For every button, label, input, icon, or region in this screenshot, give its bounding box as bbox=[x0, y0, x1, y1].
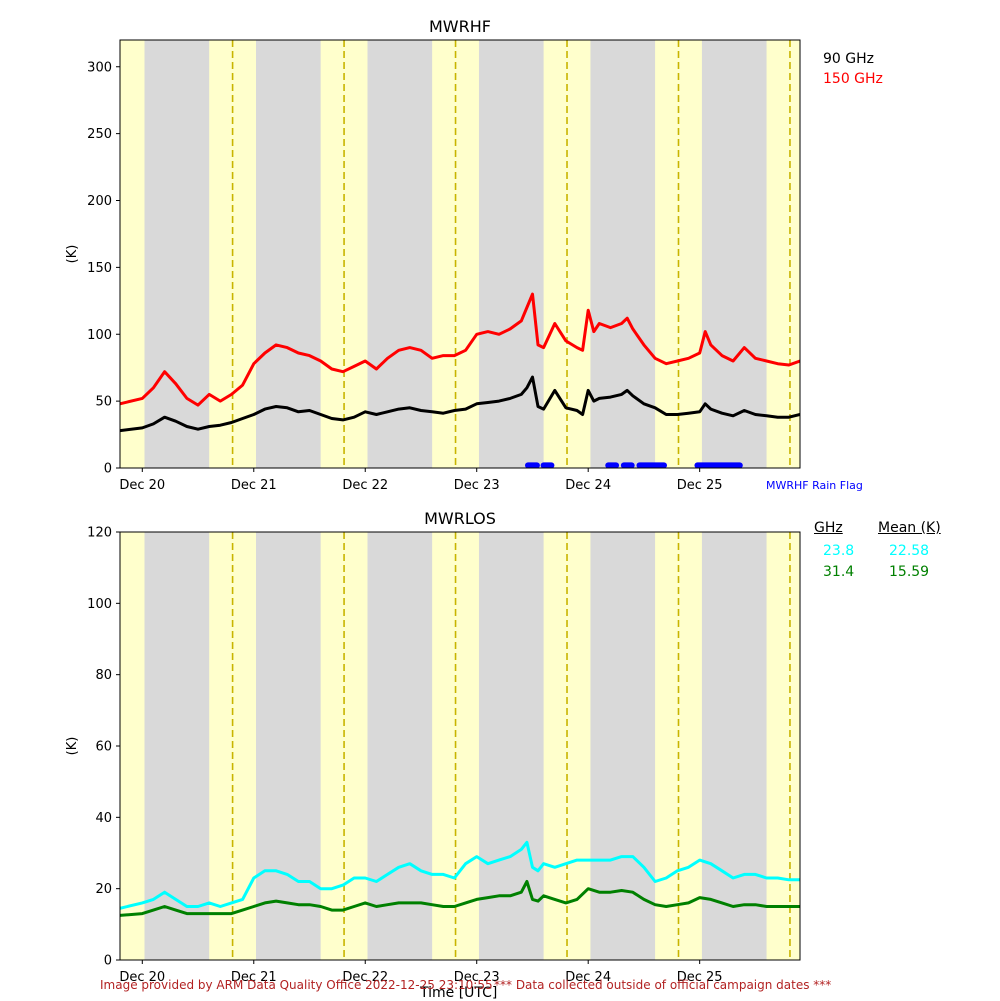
x-tick-label: Dec 23 bbox=[454, 478, 500, 493]
x-axis-label: Time [UTC] bbox=[420, 985, 498, 1001]
x-tick-label: Dec 21 bbox=[231, 970, 277, 985]
legend-freq-23-8: 23.8 bbox=[823, 543, 855, 559]
day-band bbox=[766, 40, 800, 468]
plot-frame bbox=[119, 39, 801, 469]
day-band bbox=[766, 532, 800, 960]
legend-150ghz: 150 GHz bbox=[823, 71, 883, 87]
day-band bbox=[120, 40, 145, 468]
y-axis-label: (K) bbox=[65, 737, 80, 756]
x-tick-label: Dec 24 bbox=[565, 970, 611, 985]
y-tick-label: 0 bbox=[104, 462, 112, 477]
y-tick-label: 300 bbox=[87, 60, 112, 75]
y-tick-label: 100 bbox=[87, 597, 112, 612]
x-tick-label: Dec 22 bbox=[342, 478, 388, 493]
y-tick-label: 40 bbox=[95, 811, 112, 826]
x-tick-label: Dec 25 bbox=[677, 970, 723, 985]
legend-header-mean: Mean (K) bbox=[878, 520, 941, 536]
y-tick-label: 60 bbox=[95, 740, 112, 755]
rain-flag-label: MWRHF Rain Flag bbox=[766, 479, 863, 492]
mwrhf-panel: 0 50 100 150 200 250 300 Dec 20 Dec 21 Dec 22 Dec … bbox=[65, 17, 801, 493]
y-tick-label: 50 bbox=[95, 395, 112, 410]
x-tick-label: Dec 22 bbox=[342, 970, 388, 985]
legend-header-ghz: GHz bbox=[814, 520, 843, 536]
footer-notice: *** Data collected outside of official c… bbox=[494, 978, 832, 992]
y-tick-label: 150 bbox=[87, 261, 112, 276]
y-tick-label: 80 bbox=[95, 668, 112, 683]
x-tick-label: Dec 20 bbox=[119, 970, 165, 985]
legend-90ghz: 90 GHz bbox=[823, 51, 874, 67]
x-tick-label: Dec 20 bbox=[119, 478, 165, 493]
y-tick-label: 0 bbox=[104, 954, 112, 969]
series-group bbox=[120, 292, 800, 468]
chart-title: MWRLOS bbox=[424, 509, 496, 528]
y-tick-label: 20 bbox=[95, 882, 112, 897]
series-line-31-4 bbox=[120, 880, 800, 917]
mwrlos-panel: 0 20 40 60 80 100 120 Dec 20 Dec 21 Dec 22 Dec 23 D… bbox=[65, 509, 801, 985]
series-line-150-ghz bbox=[120, 292, 800, 407]
x-tick-label: Dec 21 bbox=[231, 478, 277, 493]
y-tick-label: 200 bbox=[87, 194, 112, 209]
legend-mean-31-4: 15.59 bbox=[889, 564, 930, 580]
legend-mean-23-8: 22.58 bbox=[889, 543, 930, 559]
y-tick-label: 100 bbox=[87, 328, 112, 343]
chart-title: MWRHF bbox=[429, 17, 491, 36]
x-tick-label: Dec 24 bbox=[565, 478, 611, 493]
day-band bbox=[120, 532, 145, 960]
series-line-23-8 bbox=[120, 840, 800, 910]
series-line-90-ghz bbox=[120, 375, 800, 433]
legend-freq-31-4: 31.4 bbox=[823, 564, 855, 580]
footer-credit: Image provided by ARM Data Quality Offic… bbox=[100, 978, 493, 992]
x-tick-label: Dec 23 bbox=[454, 970, 500, 985]
y-tick-label: 250 bbox=[87, 127, 112, 142]
series-group bbox=[120, 840, 800, 917]
y-tick-label: 120 bbox=[87, 526, 112, 541]
y-axis-label: (K) bbox=[65, 245, 80, 264]
x-tick-label: Dec 25 bbox=[677, 478, 723, 493]
